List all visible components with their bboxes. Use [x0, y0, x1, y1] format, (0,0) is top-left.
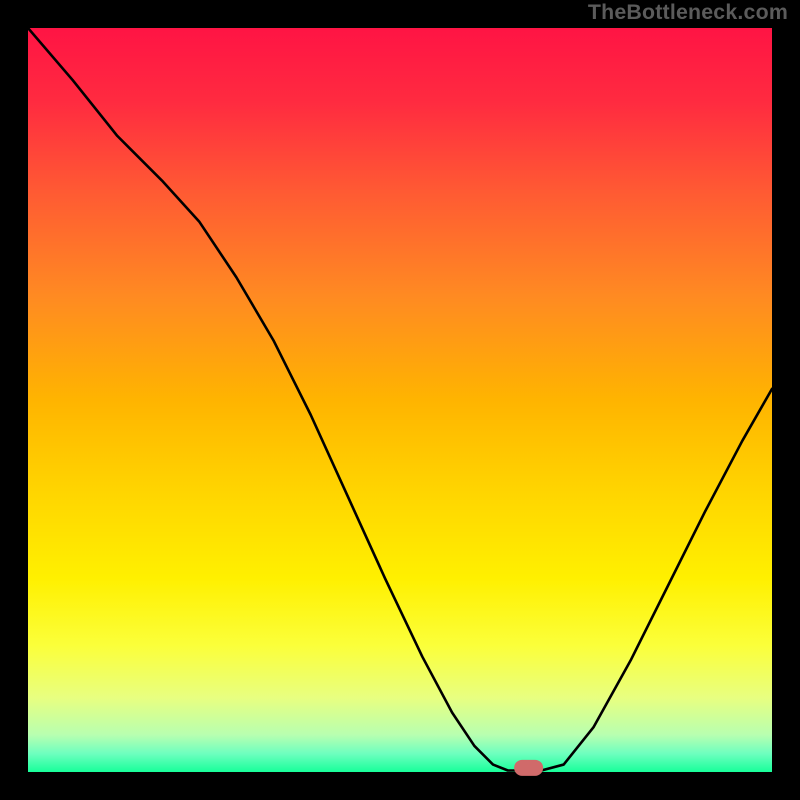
- chart-frame: TheBottleneck.com: [0, 0, 800, 800]
- watermark-label: TheBottleneck.com: [588, 0, 788, 25]
- plot-area: [28, 28, 772, 772]
- background-gradient: [28, 28, 772, 772]
- optimal-marker: [514, 759, 544, 775]
